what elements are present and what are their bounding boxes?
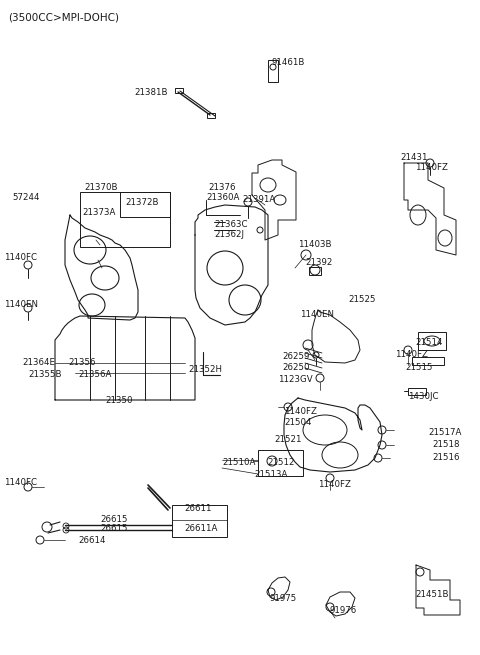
Text: 1140FC: 1140FC — [4, 478, 37, 487]
Text: 1430JC: 1430JC — [408, 392, 439, 401]
Text: 21515: 21515 — [405, 363, 432, 372]
Text: 21518: 21518 — [432, 440, 459, 449]
Text: 21356: 21356 — [68, 358, 96, 367]
Text: (3500CC>MPI-DOHC): (3500CC>MPI-DOHC) — [8, 12, 119, 22]
Text: 1140FC: 1140FC — [4, 253, 37, 262]
Text: 21352H: 21352H — [188, 365, 222, 374]
Text: 26615: 26615 — [100, 524, 128, 533]
Text: 1140EN: 1140EN — [300, 310, 334, 319]
Text: 21370B: 21370B — [84, 183, 118, 192]
Text: 21362J: 21362J — [214, 230, 244, 239]
Text: 21521: 21521 — [274, 435, 301, 444]
Bar — [172, 505, 227, 537]
Text: 21513A: 21513A — [254, 470, 288, 479]
Text: 1123GV: 1123GV — [278, 375, 312, 384]
Text: 1140EN: 1140EN — [4, 300, 38, 309]
Bar — [412, 357, 444, 365]
Text: 1140FZ: 1140FZ — [395, 350, 428, 359]
Text: 21516: 21516 — [432, 453, 459, 462]
Text: 21350: 21350 — [105, 396, 132, 405]
Text: 21514: 21514 — [415, 338, 443, 347]
Text: 21431: 21431 — [400, 153, 428, 162]
Bar — [120, 192, 170, 217]
Text: 21355B: 21355B — [28, 370, 61, 379]
Text: 11403B: 11403B — [298, 240, 332, 249]
Bar — [268, 60, 278, 82]
Bar — [207, 113, 215, 118]
Bar — [258, 450, 303, 476]
Text: 91976: 91976 — [330, 606, 357, 615]
Text: 21373A: 21373A — [82, 208, 115, 217]
Text: 21517A: 21517A — [428, 428, 461, 437]
Text: 1140FZ: 1140FZ — [415, 163, 448, 172]
Bar — [309, 267, 321, 275]
Text: 91975: 91975 — [270, 594, 297, 603]
Text: 26250: 26250 — [282, 363, 310, 372]
Text: 21525: 21525 — [348, 295, 375, 304]
Text: 21512: 21512 — [267, 458, 295, 467]
Text: 21451B: 21451B — [415, 590, 448, 599]
Text: 21356A: 21356A — [78, 370, 111, 379]
Text: 21504: 21504 — [284, 418, 312, 427]
Text: 21510A: 21510A — [222, 458, 255, 467]
Text: 26614: 26614 — [78, 536, 106, 545]
Text: 21376: 21376 — [208, 183, 236, 192]
Text: 21360A: 21360A — [206, 193, 240, 202]
Text: 26611A: 26611A — [184, 524, 217, 533]
Text: 21381B: 21381B — [134, 88, 168, 97]
Bar — [175, 88, 183, 93]
Bar — [408, 388, 426, 395]
Bar — [80, 192, 170, 247]
Text: 21364E: 21364E — [22, 358, 55, 367]
Text: 21372B: 21372B — [125, 198, 158, 207]
Text: 21391A: 21391A — [242, 195, 275, 204]
Text: 57244: 57244 — [12, 193, 39, 202]
Bar — [418, 332, 446, 350]
Text: 91461B: 91461B — [272, 58, 305, 67]
Text: 26615: 26615 — [100, 515, 128, 524]
Text: 21363C: 21363C — [214, 220, 248, 229]
Text: 1140FZ: 1140FZ — [318, 480, 351, 489]
Text: 21392: 21392 — [305, 258, 332, 267]
Text: 1140FZ: 1140FZ — [284, 407, 317, 416]
Text: 26259: 26259 — [282, 352, 310, 361]
Text: 26611: 26611 — [184, 504, 212, 513]
